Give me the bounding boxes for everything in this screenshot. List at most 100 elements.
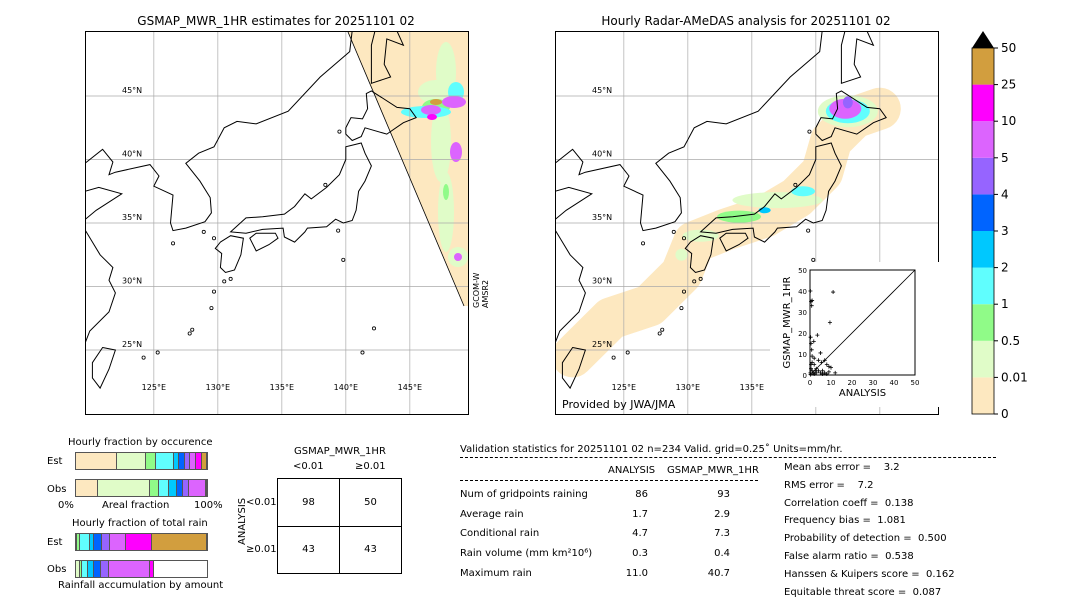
bar-segment xyxy=(88,561,94,577)
island xyxy=(228,276,233,281)
island xyxy=(323,182,328,187)
stat-label: Average rain xyxy=(460,509,524,520)
bar-segment xyxy=(93,561,101,577)
scatter-point xyxy=(810,360,815,365)
scatter-point xyxy=(833,370,838,375)
island xyxy=(141,355,146,360)
rain-cell xyxy=(421,105,441,115)
coastline xyxy=(345,90,417,142)
colorbar-label: 10 xyxy=(1001,114,1016,128)
rain-cell xyxy=(450,142,462,162)
colorbar-segment xyxy=(972,157,994,195)
scatter-point xyxy=(824,371,829,376)
bar-segment xyxy=(101,534,110,550)
scatter-point xyxy=(818,350,823,355)
colorbar-label: 50 xyxy=(1001,41,1016,55)
lon-label: 125°E xyxy=(612,383,636,392)
island xyxy=(337,129,342,134)
scatter-point xyxy=(826,369,831,374)
scatter-point xyxy=(814,366,819,371)
coastline xyxy=(840,32,875,84)
scatter-point xyxy=(812,356,817,361)
island xyxy=(222,279,227,284)
island xyxy=(171,241,176,246)
bar-segment xyxy=(168,480,178,496)
scatter-point xyxy=(809,303,814,308)
y-tick-label: 50 xyxy=(798,267,807,275)
score-line: Probability of detection = 0.500 xyxy=(784,533,947,545)
total-rain-title: Hourly fraction of total rain xyxy=(72,518,208,529)
island xyxy=(679,306,684,311)
score-line: False alarm ratio = 0.538 xyxy=(784,551,914,562)
bar-segment xyxy=(97,480,150,496)
island xyxy=(692,279,697,284)
scatter-point xyxy=(813,368,818,373)
scatter-point xyxy=(808,289,813,293)
colorbar-label: 25 xyxy=(1001,78,1016,92)
island xyxy=(660,327,665,332)
bar-segment xyxy=(158,480,169,496)
bar-segment xyxy=(116,453,147,469)
bar-segment xyxy=(196,453,202,469)
lon-label: 130°E xyxy=(676,383,700,392)
scatter-inset: 0 0 10 10 20 20 30 30 40 40 50 50 ANALYSIS GSMAP_MWR_… xyxy=(770,262,940,407)
colorbar-extend-arrow xyxy=(972,31,994,48)
stat-label: Maximum rain xyxy=(460,568,532,579)
lon-label: 135°E xyxy=(740,383,764,392)
stat-analysis: 4.7 xyxy=(632,528,648,539)
cell-hit: 43 xyxy=(364,544,377,555)
island xyxy=(212,289,217,294)
bar-segment xyxy=(79,534,91,550)
bar-segment xyxy=(79,561,82,577)
stat-label: Rain volume (mm km²10⁶) xyxy=(460,548,593,559)
bar-segment xyxy=(201,453,207,469)
island xyxy=(657,331,662,336)
scatter-point xyxy=(810,298,815,303)
bar-segment xyxy=(205,480,207,496)
scatter-ylabel: GSMAP_MWR_1HR xyxy=(782,277,793,369)
island xyxy=(360,350,365,355)
sensor-line: AMSR2 xyxy=(481,279,490,308)
stat-gsmap: 2.9 xyxy=(714,509,730,520)
contingency-table: 98 50 43 43 xyxy=(277,478,402,574)
colorbar-label: 0.01 xyxy=(1001,370,1028,384)
stat-analysis: 0.3 xyxy=(632,548,648,559)
stat-label: Conditional rain xyxy=(460,528,540,539)
scatter-point xyxy=(809,366,814,371)
colorbar: 50 25 10 5 4 3 2 1 0.5 0.01 0 xyxy=(965,28,1045,421)
island xyxy=(187,331,192,336)
y-tick-label: 40 xyxy=(798,288,807,296)
coastline xyxy=(91,346,117,390)
scatter-point xyxy=(822,370,827,375)
colorbar-segment xyxy=(972,121,994,158)
total-rain-est-bar xyxy=(75,533,208,551)
lat-label: 45°N xyxy=(592,86,612,95)
coastline xyxy=(699,142,842,243)
scatter-point xyxy=(809,362,814,367)
stat-label: Num of gridpoints raining xyxy=(460,489,588,500)
y-tick-label: 20 xyxy=(798,330,807,338)
island xyxy=(806,228,811,233)
credit-text: Provided by JWA/JMA xyxy=(562,398,676,411)
x-tick-label: 20 xyxy=(848,379,857,387)
island xyxy=(625,350,630,355)
rain-cell xyxy=(443,184,449,200)
lat-label: 45°N xyxy=(122,86,142,95)
y-tick-label: 0 xyxy=(803,372,807,380)
contingency-col2: ≥0.01 xyxy=(355,461,386,472)
stat-gsmap: 7.3 xyxy=(714,528,730,539)
bar-segment xyxy=(77,534,80,550)
y-tick-label: 30 xyxy=(798,309,807,317)
lat-label: 40°N xyxy=(592,150,612,159)
coastline xyxy=(370,32,405,84)
y-tick-label: 10 xyxy=(798,351,807,359)
scatter-point xyxy=(812,371,817,376)
occurrence-est-bar xyxy=(75,452,208,470)
island xyxy=(155,350,160,355)
bar-segment xyxy=(182,480,189,496)
right-map-title: Hourly Radar-AMeDAS analysis for 2025110… xyxy=(601,14,891,28)
col-gsmap: GSMAP_MWR_1HR xyxy=(667,465,759,476)
bar-segment xyxy=(189,453,197,469)
scatter-point xyxy=(826,364,831,369)
lat-label: 35°N xyxy=(122,213,142,222)
